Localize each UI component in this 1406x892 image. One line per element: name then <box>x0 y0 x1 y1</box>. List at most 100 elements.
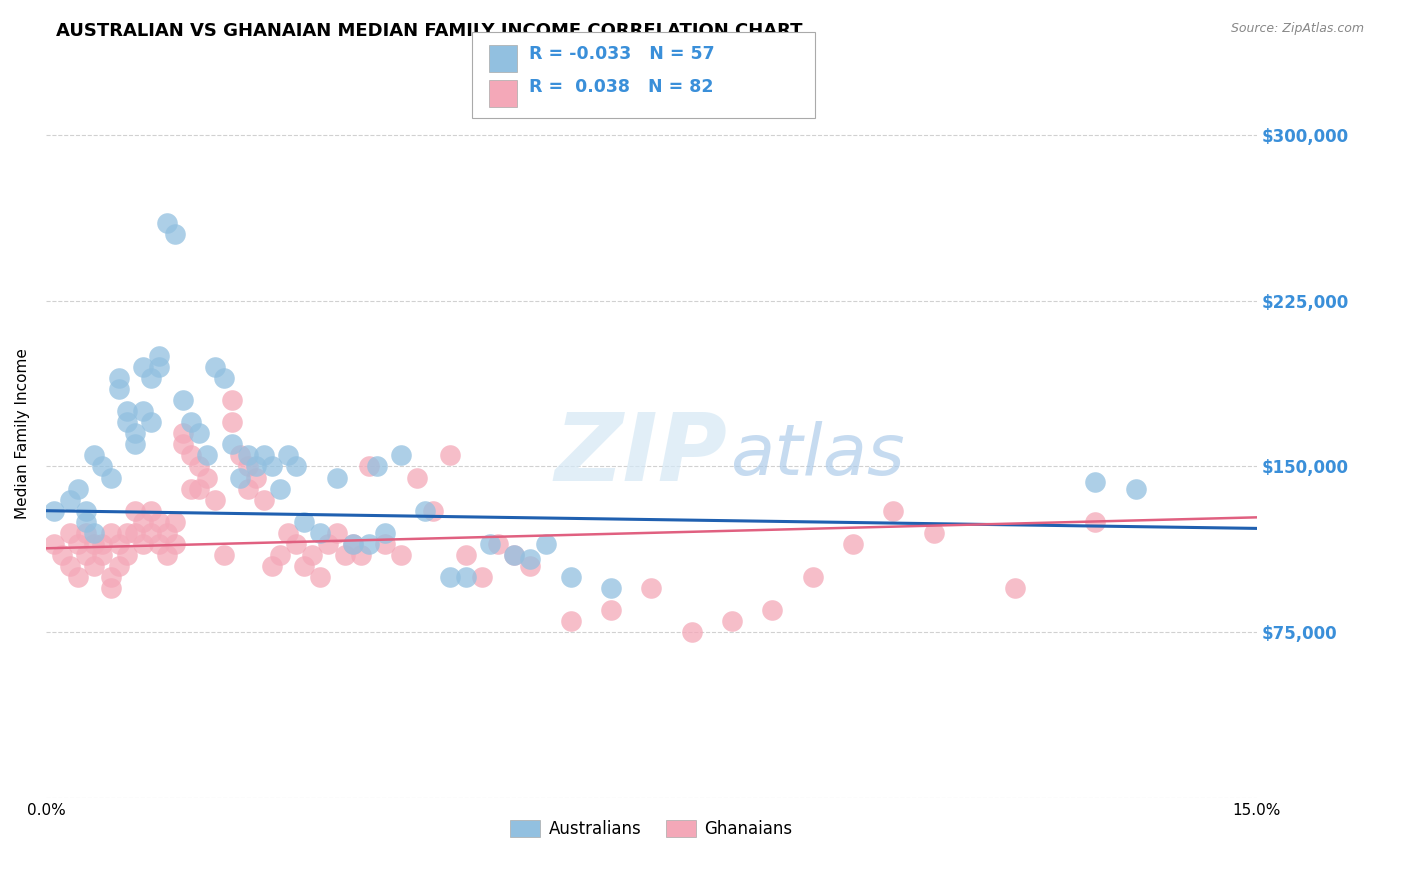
Point <box>236 449 259 463</box>
Point <box>292 559 315 574</box>
Point <box>75 525 97 540</box>
Point <box>325 525 347 540</box>
Point <box>357 537 380 551</box>
Point <box>156 216 179 230</box>
Point <box>107 559 129 574</box>
Point <box>100 581 122 595</box>
Point <box>389 449 412 463</box>
Point <box>91 537 114 551</box>
Point <box>228 449 250 463</box>
Point <box>188 426 211 441</box>
Point <box>406 470 429 484</box>
Point <box>212 548 235 562</box>
Point <box>107 371 129 385</box>
Point <box>253 449 276 463</box>
Point <box>309 570 332 584</box>
Text: R = -0.033   N = 57: R = -0.033 N = 57 <box>529 45 714 62</box>
Point <box>519 552 541 566</box>
Point <box>83 449 105 463</box>
Point <box>51 548 73 562</box>
Text: AUSTRALIAN VS GHANAIAN MEDIAN FAMILY INCOME CORRELATION CHART: AUSTRALIAN VS GHANAIAN MEDIAN FAMILY INC… <box>56 22 803 40</box>
Point <box>761 603 783 617</box>
Point <box>277 525 299 540</box>
Point <box>600 603 623 617</box>
Point <box>350 548 373 562</box>
Point <box>1084 515 1107 529</box>
Point <box>188 459 211 474</box>
Point <box>67 570 90 584</box>
Point <box>139 415 162 429</box>
Point <box>124 437 146 451</box>
Point <box>148 359 170 374</box>
Point <box>132 515 155 529</box>
Point <box>536 537 558 551</box>
Point <box>366 459 388 474</box>
Point <box>309 525 332 540</box>
Point <box>236 459 259 474</box>
Point <box>124 525 146 540</box>
Point <box>236 482 259 496</box>
Point <box>882 504 904 518</box>
Point <box>67 537 90 551</box>
Point <box>228 470 250 484</box>
Point <box>83 537 105 551</box>
Point <box>180 482 202 496</box>
Point <box>560 614 582 628</box>
Point <box>374 525 396 540</box>
Point <box>59 559 82 574</box>
Point <box>100 525 122 540</box>
Text: R =  0.038   N = 82: R = 0.038 N = 82 <box>529 78 713 96</box>
Point <box>221 437 243 451</box>
Point <box>188 482 211 496</box>
Point <box>139 525 162 540</box>
Point <box>245 459 267 474</box>
Point <box>148 349 170 363</box>
Point <box>1125 482 1147 496</box>
Point <box>165 537 187 551</box>
Point <box>269 482 291 496</box>
Point <box>204 492 226 507</box>
Point <box>285 459 308 474</box>
Point <box>42 537 65 551</box>
Point <box>342 537 364 551</box>
Point <box>374 537 396 551</box>
Point <box>454 570 477 584</box>
Point <box>75 548 97 562</box>
Point <box>148 515 170 529</box>
Point <box>100 470 122 484</box>
Point <box>325 470 347 484</box>
Point <box>292 515 315 529</box>
Point <box>269 548 291 562</box>
Point <box>124 504 146 518</box>
Point <box>204 359 226 374</box>
Point <box>197 449 219 463</box>
Point <box>59 492 82 507</box>
Point <box>333 548 356 562</box>
Point <box>165 227 187 242</box>
Point <box>212 371 235 385</box>
Point <box>197 470 219 484</box>
Point <box>922 525 945 540</box>
Point <box>285 537 308 551</box>
Point <box>301 548 323 562</box>
Point <box>156 525 179 540</box>
Point <box>439 449 461 463</box>
Point <box>519 559 541 574</box>
Point <box>1004 581 1026 595</box>
Point <box>260 559 283 574</box>
Point <box>75 515 97 529</box>
Point <box>139 504 162 518</box>
Point <box>260 459 283 474</box>
Point <box>91 548 114 562</box>
Point <box>277 449 299 463</box>
Point <box>172 393 194 408</box>
Point <box>148 537 170 551</box>
Point <box>721 614 744 628</box>
Point <box>415 504 437 518</box>
Y-axis label: Median Family Income: Median Family Income <box>15 348 30 519</box>
Point <box>842 537 865 551</box>
Point <box>560 570 582 584</box>
Point <box>422 504 444 518</box>
Point <box>75 504 97 518</box>
Point <box>139 371 162 385</box>
